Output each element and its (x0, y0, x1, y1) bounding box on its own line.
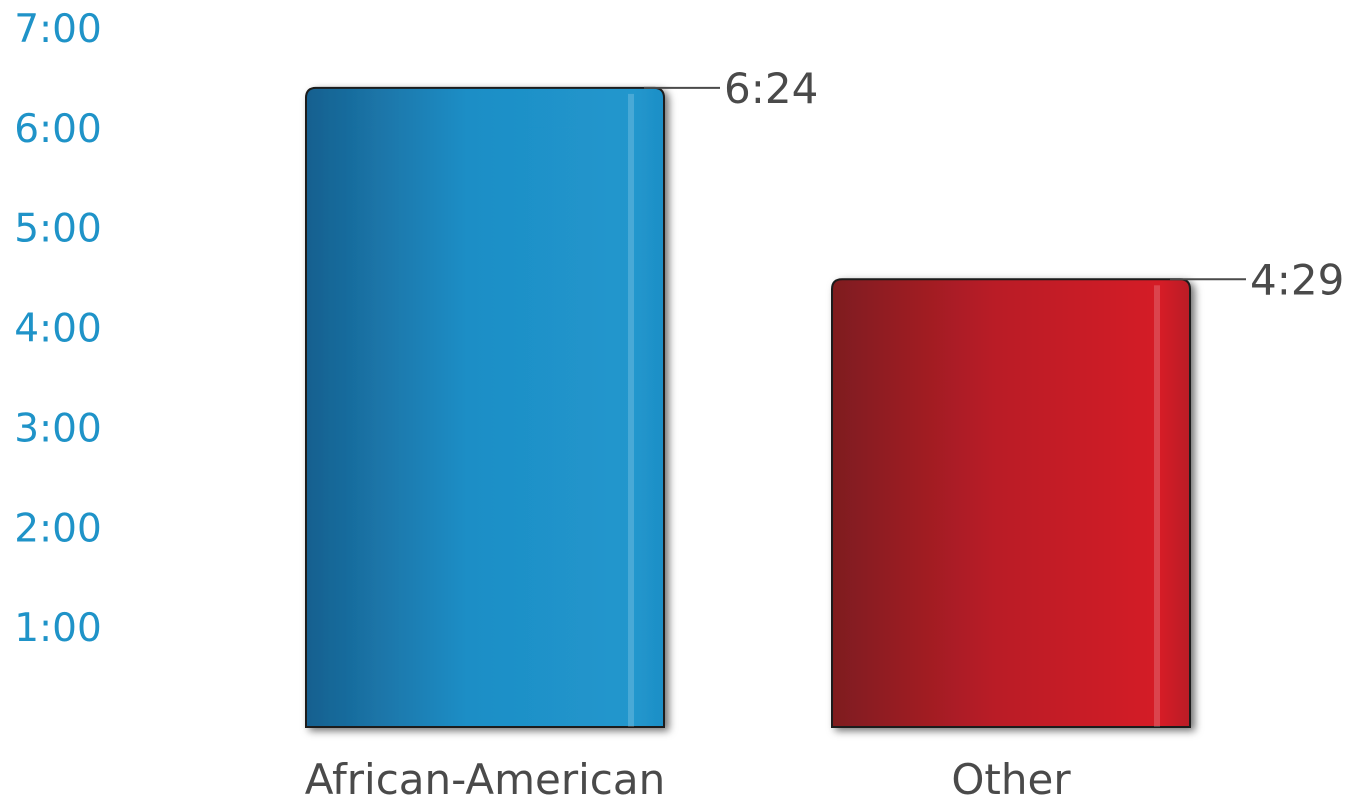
y-axis-tick-labels: 1:00 2:00 3:00 4:00 5:00 6:00 7:00 (14, 7, 102, 651)
x-category-label: African-American (305, 755, 666, 799)
data-labels: 6:24 4:29 (644, 64, 1344, 304)
y-tick-label: 7:00 (14, 7, 102, 52)
y-tick-label: 6:00 (14, 107, 102, 152)
bar-highlight (628, 93, 634, 727)
y-tick-label: 4:00 (14, 307, 102, 352)
bars (305, 86, 1191, 728)
bar-other (831, 278, 1191, 728)
y-tick-label: 1:00 (14, 606, 102, 651)
y-tick-label: 5:00 (14, 207, 102, 252)
y-tick-label: 2:00 (14, 506, 102, 551)
data-label: 4:29 (1250, 255, 1344, 304)
bar-african-american (305, 86, 665, 728)
x-category-label: Other (951, 755, 1071, 799)
bar-highlight (1154, 285, 1160, 727)
x-axis-category-labels: African-American Other (305, 755, 1072, 799)
data-label: 6:24 (724, 64, 818, 113)
y-tick-label: 3:00 (14, 406, 102, 451)
